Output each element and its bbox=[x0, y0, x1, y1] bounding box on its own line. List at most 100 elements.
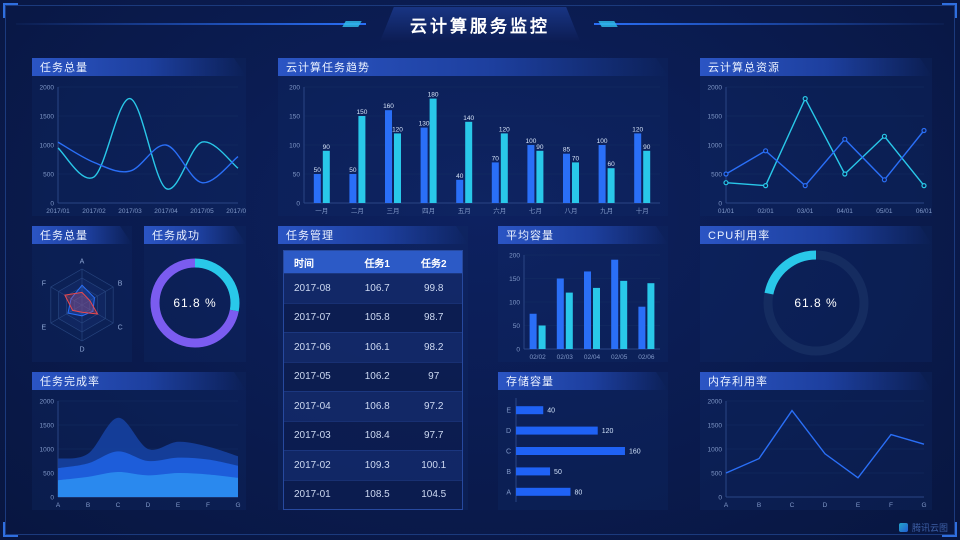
task-total-radar-chart: A B C D E F bbox=[32, 244, 132, 362]
svg-text:03/01: 03/01 bbox=[797, 208, 814, 215]
table-row: 2017-08 106.7 99.8 bbox=[284, 273, 462, 303]
svg-text:500: 500 bbox=[711, 471, 722, 478]
panel-header: 云计算任务趋势 bbox=[278, 58, 668, 76]
svg-text:四月: 四月 bbox=[422, 207, 435, 215]
svg-text:02/01: 02/01 bbox=[757, 208, 774, 215]
svg-text:E: E bbox=[506, 408, 511, 415]
panel-task-completion: 任务完成率 0 500 1000 1500 2000 A B C D E F G bbox=[32, 372, 246, 510]
svg-text:九月: 九月 bbox=[600, 206, 613, 215]
svg-text:90: 90 bbox=[323, 144, 331, 151]
svg-text:一月: 一月 bbox=[315, 207, 328, 215]
svg-text:80: 80 bbox=[574, 489, 582, 496]
svg-text:十月: 十月 bbox=[636, 206, 649, 215]
svg-text:06/01: 06/01 bbox=[916, 208, 932, 215]
svg-text:A: A bbox=[56, 502, 61, 509]
table-header-row: 时间 任务1 任务2 bbox=[284, 251, 462, 273]
svg-text:100: 100 bbox=[509, 300, 520, 307]
page-title: 云计算服务监控 bbox=[380, 7, 580, 42]
svg-text:180: 180 bbox=[428, 92, 439, 99]
table-cell: 2017-07 bbox=[294, 312, 331, 324]
table-cell: 106.2 bbox=[364, 371, 390, 383]
corner-decoration bbox=[942, 3, 957, 18]
table-cell: 100.1 bbox=[421, 459, 447, 471]
svg-text:500: 500 bbox=[43, 471, 54, 478]
svg-text:04/01: 04/01 bbox=[837, 208, 854, 215]
panel-header: 任务成功 bbox=[144, 226, 246, 244]
table-header-cell: 任务1 bbox=[364, 258, 390, 270]
svg-text:200: 200 bbox=[509, 253, 520, 260]
table-cell: 98.2 bbox=[424, 341, 444, 353]
panel-memory-usage: 内存利用率 0 500 1000 1500 2000 A B C D E F G bbox=[700, 372, 932, 510]
svg-text:60: 60 bbox=[607, 161, 615, 168]
table-cell: 105.8 bbox=[364, 312, 390, 324]
svg-text:85: 85 bbox=[563, 147, 571, 154]
table-header-cell: 时间 bbox=[294, 258, 314, 270]
svg-text:130: 130 bbox=[419, 121, 430, 128]
task-trend-bar-chart: 0 50 100 150 200 一月 二月 三月 四月 五月 六月 七月 八月 九月 十月 50 50 160 1… bbox=[278, 76, 668, 216]
page-header: 云计算服务监控 bbox=[16, 7, 944, 41]
task-success-gauge: 61.8 % bbox=[144, 244, 246, 362]
svg-text:E: E bbox=[42, 325, 47, 332]
svg-text:90: 90 bbox=[643, 144, 651, 151]
svg-text:120: 120 bbox=[602, 428, 614, 435]
svg-text:05/01: 05/01 bbox=[876, 208, 893, 215]
svg-text:2017/01: 2017/01 bbox=[46, 208, 70, 215]
task-completion-area-chart: 0 500 1000 1500 2000 A B C D E F G bbox=[32, 390, 246, 510]
panel-task-radar: 任务总量 A B C D E F bbox=[32, 226, 132, 362]
svg-text:2017/04: 2017/04 bbox=[154, 208, 178, 215]
svg-text:02/04: 02/04 bbox=[584, 354, 601, 361]
svg-text:90: 90 bbox=[536, 144, 544, 151]
svg-text:八月: 八月 bbox=[565, 207, 578, 215]
panel-task-success: 任务成功 61.8 % bbox=[144, 226, 246, 362]
svg-text:120: 120 bbox=[632, 126, 643, 133]
table-row: 2017-02 109.3 100.1 bbox=[284, 450, 462, 480]
svg-text:B: B bbox=[757, 502, 761, 509]
svg-text:1500: 1500 bbox=[708, 114, 723, 121]
svg-text:50: 50 bbox=[554, 469, 562, 476]
svg-text:50: 50 bbox=[349, 167, 357, 174]
panel-header: 任务总量 bbox=[32, 226, 132, 244]
table-row: 2017-06 106.1 98.2 bbox=[284, 332, 462, 362]
panel-header: 平均容量 bbox=[498, 226, 668, 244]
svg-text:2017/06: 2017/06 bbox=[226, 208, 246, 215]
panel-title: 任务完成率 bbox=[40, 376, 100, 388]
panel-header: 内存利用率 bbox=[700, 372, 932, 390]
table-cell: 2017-01 bbox=[294, 489, 331, 501]
svg-text:40: 40 bbox=[456, 173, 464, 180]
svg-text:五月: 五月 bbox=[458, 207, 471, 215]
svg-text:120: 120 bbox=[499, 126, 510, 133]
table-row: 2017-03 108.4 97.7 bbox=[284, 420, 462, 450]
svg-text:D: D bbox=[79, 347, 84, 354]
task-total-line-chart: 0 500 1000 1500 2000 2017/01 2017/02 2017/03 201… bbox=[32, 76, 246, 216]
panel-title: 云计算总资源 bbox=[708, 62, 780, 74]
panel-title: 任务管理 bbox=[286, 230, 334, 242]
svg-text:1500: 1500 bbox=[40, 114, 55, 121]
svg-text:150: 150 bbox=[356, 109, 367, 116]
table-cell: 108.4 bbox=[364, 430, 390, 442]
svg-text:七月: 七月 bbox=[529, 206, 542, 215]
svg-text:F: F bbox=[42, 281, 46, 288]
table-cell: 2017-02 bbox=[294, 459, 331, 471]
panel-title: 平均容量 bbox=[506, 230, 554, 242]
svg-text:A: A bbox=[724, 502, 729, 509]
svg-text:C: C bbox=[118, 325, 123, 332]
watermark-logo-icon bbox=[898, 523, 908, 532]
memory-usage-line-chart: 0 500 1000 1500 2000 A B C D E F G bbox=[700, 390, 932, 510]
svg-text:2000: 2000 bbox=[708, 399, 723, 406]
table-row: 2017-01 108.5 104.5 bbox=[284, 479, 462, 509]
table-cell: 2017-06 bbox=[294, 341, 331, 353]
table-cell: 98.7 bbox=[424, 312, 444, 324]
panel-avg-capacity: 平均容量 0 50 100 150 200 02/02 02/03 02/04 02/05 02/… bbox=[498, 226, 668, 362]
table-cell: 2017-04 bbox=[294, 400, 331, 412]
panel-header: 云计算总资源 bbox=[700, 58, 932, 76]
table-cell: 106.1 bbox=[364, 341, 390, 353]
svg-text:E: E bbox=[176, 502, 181, 509]
watermark: 腾讯云图 bbox=[898, 521, 948, 534]
svg-text:02/03: 02/03 bbox=[557, 354, 574, 361]
svg-text:2000: 2000 bbox=[708, 85, 723, 92]
svg-text:A: A bbox=[80, 259, 85, 266]
svg-text:120: 120 bbox=[392, 126, 403, 133]
svg-text:150: 150 bbox=[509, 276, 520, 283]
svg-text:0: 0 bbox=[50, 495, 54, 502]
